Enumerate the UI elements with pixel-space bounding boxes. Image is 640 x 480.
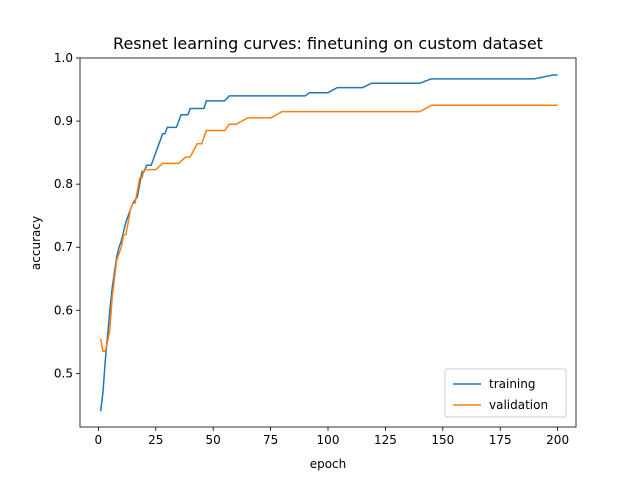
x-tick-label: 100 [317, 433, 340, 447]
plot-lines [99, 74, 558, 412]
y-tick-label: 1.0 [54, 51, 73, 65]
chart-title: Resnet learning curves: finetuning on cu… [113, 34, 543, 53]
y-tick-label: 0.7 [54, 240, 73, 254]
x-tick-label: 150 [431, 433, 454, 447]
legend: training validation [444, 368, 567, 418]
y-tick-label: 0.6 [54, 303, 73, 317]
legend-label-validation: validation [489, 398, 548, 412]
ticks: 0 25 50 75 100 125 150 175 200 0.5 0.6 0.7 0.8 0.9 1.0 [54, 51, 569, 447]
x-tick-label: 75 [263, 433, 278, 447]
y-tick-label: 0.8 [54, 177, 73, 191]
series-line-validation [99, 104, 558, 353]
x-tick-label: 200 [546, 433, 569, 447]
y-tick-label: 0.5 [54, 366, 73, 380]
legend-label-training: training [489, 377, 536, 391]
y-tick-label: 0.9 [54, 114, 73, 128]
x-tick-label: 25 [148, 433, 163, 447]
x-tick-label: 50 [206, 433, 221, 447]
y-axis-label: accuracy [29, 216, 43, 270]
x-tick-label: 175 [489, 433, 512, 447]
x-tick-label: 125 [374, 433, 397, 447]
x-tick-label: 0 [95, 433, 103, 447]
x-axis-label: epoch [310, 457, 347, 471]
